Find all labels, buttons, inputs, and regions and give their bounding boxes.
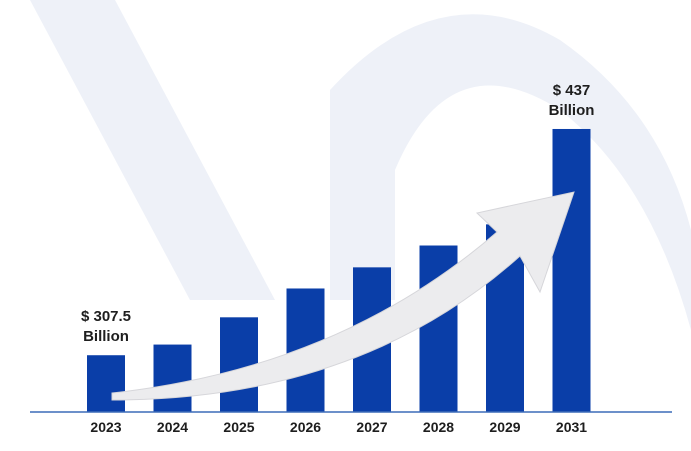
x-tick-label-2029: 2029 bbox=[489, 419, 520, 435]
annotation-value-2023: $ 307.5 bbox=[81, 308, 131, 325]
watermark-shape-left bbox=[30, 0, 275, 300]
annotation-unit-2023: Billion bbox=[83, 328, 129, 345]
x-tick-label-2026: 2026 bbox=[290, 419, 321, 435]
growth-arrow-icon bbox=[111, 191, 575, 401]
growth-arrow bbox=[111, 191, 575, 401]
x-tick-label-2028: 2028 bbox=[423, 419, 454, 435]
annotation-unit-2031: Billion bbox=[549, 102, 595, 119]
value-annotations: $ 307.5 Billion $ 437 Billion bbox=[81, 82, 594, 345]
bar-2024 bbox=[153, 344, 192, 412]
bar-2031 bbox=[552, 128, 591, 412]
x-tick-label-2025: 2025 bbox=[223, 419, 254, 435]
bar-2023 bbox=[87, 355, 125, 412]
x-tick-labels: 2023 2024 2025 2026 2027 2028 2029 2031 bbox=[90, 419, 587, 435]
watermark-shape-right bbox=[330, 14, 691, 331]
x-tick-label-2023: 2023 bbox=[90, 419, 121, 435]
bar-2025 bbox=[220, 317, 258, 412]
x-tick-label-2031: 2031 bbox=[556, 419, 587, 435]
watermark-logo bbox=[30, 0, 691, 331]
x-tick-label-2027: 2027 bbox=[356, 419, 387, 435]
x-tick-label-2024: 2024 bbox=[157, 419, 188, 435]
annotation-value-2031: $ 437 bbox=[553, 82, 591, 99]
